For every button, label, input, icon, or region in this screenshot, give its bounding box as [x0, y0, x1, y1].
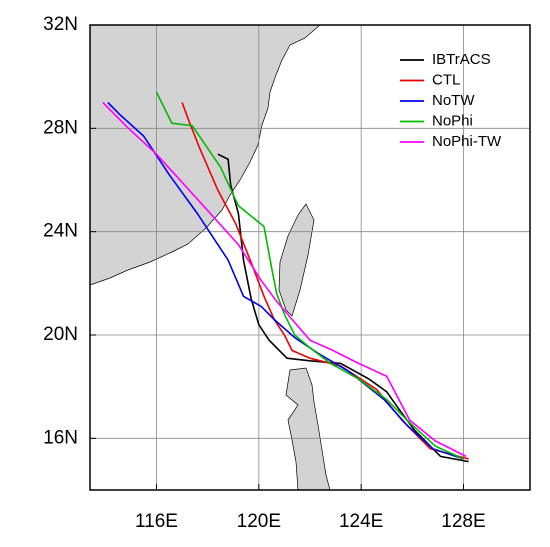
mainland [89, 24, 321, 286]
y-tick-label: 20N [43, 324, 78, 345]
land [89, 24, 331, 491]
x-tick-label: 116E [135, 511, 178, 532]
tracks [102, 91, 469, 463]
y-tick-label: 32N [43, 14, 78, 35]
track-line [155, 91, 464, 460]
track-line [107, 101, 464, 460]
y-tick-label: 28N [43, 117, 78, 138]
x-tick-label: 124E [339, 511, 383, 532]
x-tick-label: 128E [441, 511, 485, 532]
track-line [102, 101, 467, 458]
legend-label: NoPhi [432, 112, 473, 129]
y-tick-label: 16N [43, 427, 78, 448]
legend-label: CTL [432, 71, 460, 88]
legend: IBTrACS CTL NoTW NoPhi NoPhi-TW [400, 51, 502, 150]
legend-label: IBTrACS [432, 51, 491, 68]
legend-label: NoPhi-TW [432, 133, 502, 150]
y-tick-label: 24N [43, 221, 78, 242]
legend-label: NoTW [432, 92, 475, 109]
x-tick-label: 120E [237, 511, 281, 532]
plot-frame [89, 24, 531, 491]
track-line [217, 153, 469, 463]
